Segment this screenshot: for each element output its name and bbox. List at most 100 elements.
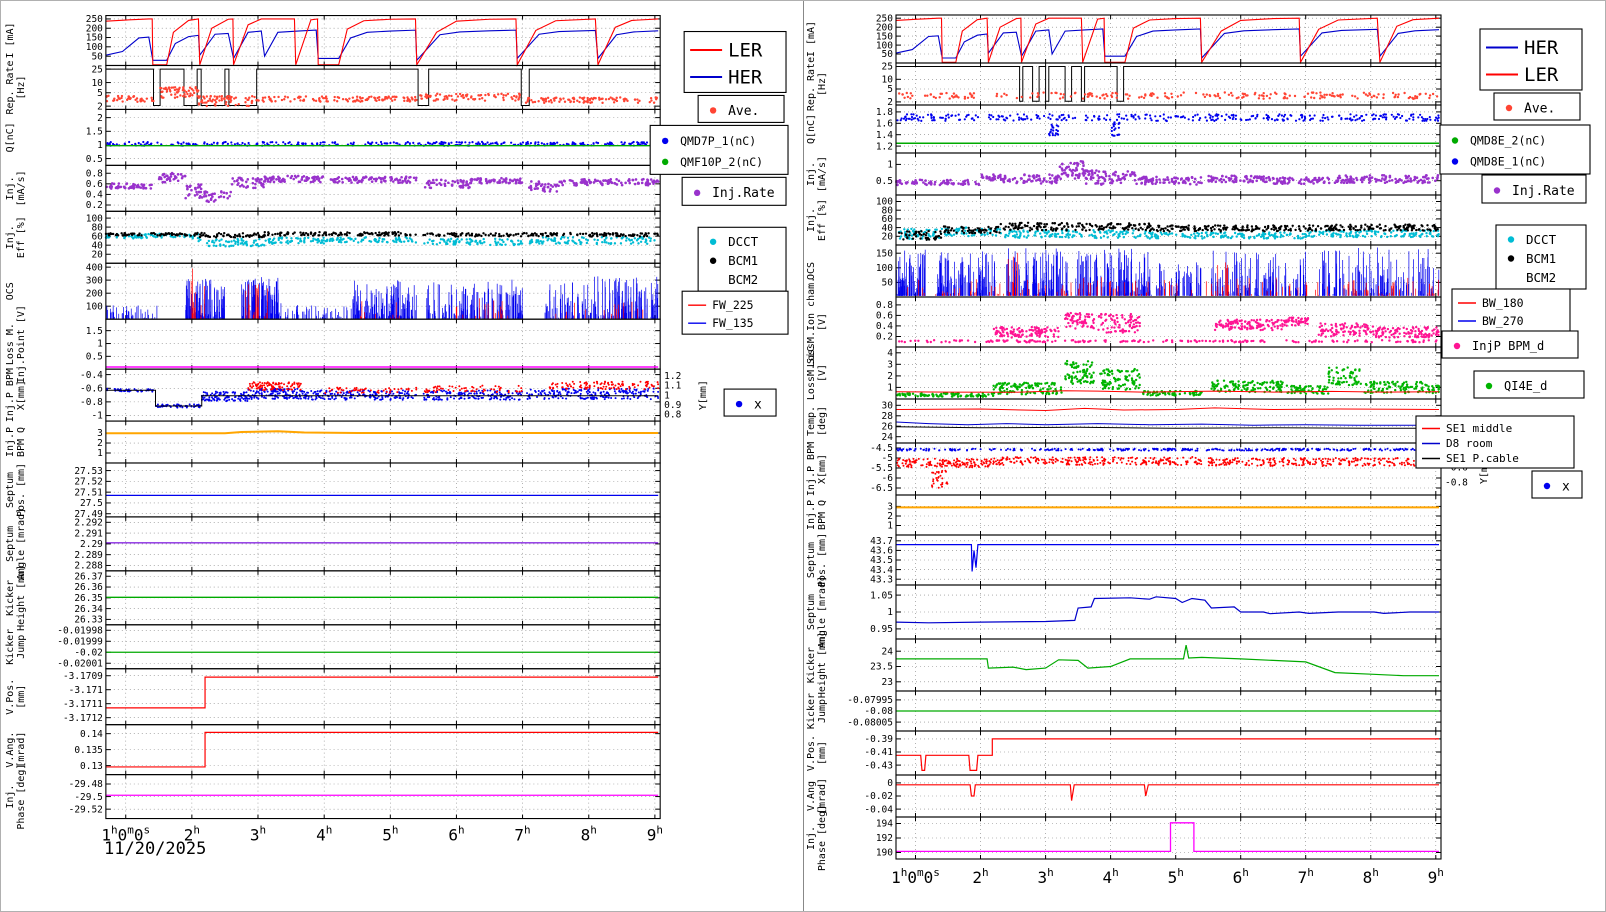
svg-text:2.289: 2.289 [74, 550, 103, 561]
svg-text:60: 60 [91, 231, 103, 242]
svg-text:100: 100 [86, 301, 103, 312]
svg-text:-3.171: -3.171 [69, 685, 104, 696]
svg-text:26.34: 26.34 [74, 604, 103, 615]
svg-text:2.292: 2.292 [74, 518, 103, 529]
svg-text:26.33: 26.33 [74, 615, 103, 626]
svg-text:27.51: 27.51 [74, 487, 103, 498]
svg-text:Y[mm]: Y[mm] [698, 380, 709, 410]
svg-text:Angle [mrad]: Angle [mrad] [16, 508, 27, 580]
svg-text:1.1: 1.1 [664, 381, 681, 392]
svg-text:0.4: 0.4 [86, 190, 103, 201]
svg-text:X[mm]: X[mm] [16, 380, 27, 410]
svg-text:Inj.: Inj. [5, 176, 16, 200]
svg-text:300: 300 [86, 275, 103, 286]
svg-text:-3.1712: -3.1712 [63, 713, 103, 724]
svg-text:400: 400 [86, 262, 103, 273]
svg-text:-0.4: -0.4 [80, 370, 103, 381]
svg-text:250: 250 [86, 14, 103, 25]
svg-text:[mm]: [mm] [16, 685, 27, 709]
svg-text:2: 2 [97, 113, 103, 124]
svg-text:Septum: Septum [5, 526, 16, 562]
svg-text:-0.01999: -0.01999 [57, 636, 103, 647]
svg-text:1: 1 [97, 339, 103, 350]
svg-text:26.36: 26.36 [74, 582, 103, 593]
svg-text:[mA/s]: [mA/s] [16, 170, 27, 206]
svg-text:2.291: 2.291 [74, 528, 103, 539]
svg-text:0.135: 0.135 [74, 745, 103, 756]
svg-text:100: 100 [86, 42, 103, 53]
svg-text:[Hz]: [Hz] [16, 75, 27, 99]
svg-text:-0.8: -0.8 [80, 397, 103, 408]
svg-text:27.53: 27.53 [74, 466, 103, 477]
svg-text:150: 150 [86, 33, 103, 44]
svg-text:Jump: Jump [16, 635, 27, 659]
svg-text:Loss M.: Loss M. [5, 323, 16, 365]
svg-text:100: 100 [86, 213, 103, 224]
svg-text:27.5: 27.5 [80, 498, 103, 509]
svg-text:0.5: 0.5 [86, 154, 103, 165]
svg-text:20: 20 [91, 249, 103, 260]
svg-text:Inj.P BPM: Inj.P BPM [5, 368, 16, 422]
svg-text:0.2: 0.2 [86, 200, 103, 211]
svg-text:1.5: 1.5 [86, 127, 103, 138]
svg-text:Inj.P: Inj.P [5, 427, 16, 457]
svg-text:26.35: 26.35 [74, 593, 103, 604]
svg-text:Q[nC]: Q[nC] [5, 122, 16, 152]
svg-text:2.288: 2.288 [74, 561, 103, 572]
svg-text:1: 1 [664, 390, 670, 401]
svg-text:1: 1 [97, 448, 103, 459]
svg-text:200: 200 [86, 23, 103, 34]
svg-text:-3.1709: -3.1709 [63, 671, 103, 682]
ler-injection-strip-chart-panel: 50 100 150 200 250 I [mA] 2 5 10 25 Rep. Rate [Hz] 0… [1, 1, 804, 911]
svg-text:-0.02001: -0.02001 [57, 658, 103, 669]
svg-text:5: 5 [97, 88, 103, 99]
date-label: 11/20/2025 [104, 839, 207, 859]
svg-text:Height [mm]: Height [mm] [16, 565, 27, 631]
svg-text:1.5: 1.5 [86, 326, 103, 337]
svg-text:3: 3 [97, 428, 103, 439]
svg-text:-0.02: -0.02 [74, 647, 103, 658]
svg-text:Kicker: Kicker [5, 629, 16, 665]
svg-text:0.14: 0.14 [80, 729, 103, 740]
svg-text:10: 10 [91, 78, 103, 89]
svg-text:Inj.Point [V]: Inj.Point [V] [16, 305, 27, 383]
svg-text:40: 40 [91, 240, 103, 251]
svg-text:Eff [%]: Eff [%] [16, 216, 27, 258]
svg-text:OCS: OCS [5, 282, 16, 300]
svg-text:I [mA]: I [mA] [5, 23, 16, 59]
svg-text:80: 80 [91, 222, 103, 233]
svg-text:2.29: 2.29 [80, 539, 103, 550]
svg-text:Pos. [mm]: Pos. [mm] [16, 463, 27, 517]
svg-text:Kicker: Kicker [5, 580, 16, 616]
svg-text:0.8: 0.8 [664, 410, 681, 421]
svg-text:BPM Q: BPM Q [16, 427, 27, 457]
svg-text:0.6: 0.6 [86, 179, 103, 190]
svg-text:V.Pos.: V.Pos. [5, 679, 16, 715]
svg-text:0.8: 0.8 [86, 168, 103, 179]
svg-text:1.2: 1.2 [664, 371, 681, 382]
svg-text:25: 25 [91, 64, 102, 75]
svg-text:V.Ang.: V.Ang. [5, 732, 16, 768]
svg-text:2: 2 [97, 438, 103, 449]
svg-text:-0.6: -0.6 [80, 383, 103, 394]
svg-text:50: 50 [91, 51, 103, 62]
svg-text:200: 200 [86, 288, 103, 299]
svg-text:1: 1 [97, 140, 103, 151]
her-injection-strip-chart-panel: 50 100 150 200 250 I [mA] 2 5 10 25 Rep. Rate [Hz] 1… [804, 1, 1605, 911]
svg-text:[mrad]: [mrad] [16, 732, 27, 768]
svg-text:27.52: 27.52 [74, 477, 103, 488]
svg-text:0.13: 0.13 [80, 761, 103, 772]
svg-text:2: 2 [97, 101, 103, 112]
svg-text:Rep. Rate: Rep. Rate [5, 60, 16, 114]
svg-text:0.5: 0.5 [86, 352, 103, 363]
svg-text:27.49: 27.49 [74, 509, 103, 520]
svg-text:Inj.: Inj. [5, 225, 16, 249]
svg-text:26.37: 26.37 [74, 571, 103, 582]
svg-text:-3.1711: -3.1711 [63, 699, 103, 710]
svg-text:Septum: Septum [5, 472, 16, 508]
svg-text:0.9: 0.9 [664, 400, 681, 411]
svg-text:-1: -1 [91, 411, 103, 422]
